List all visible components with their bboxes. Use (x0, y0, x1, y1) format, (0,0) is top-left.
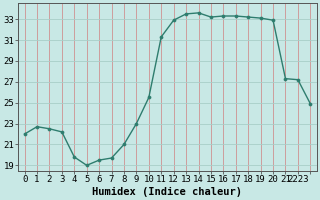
X-axis label: Humidex (Indice chaleur): Humidex (Indice chaleur) (92, 186, 243, 197)
